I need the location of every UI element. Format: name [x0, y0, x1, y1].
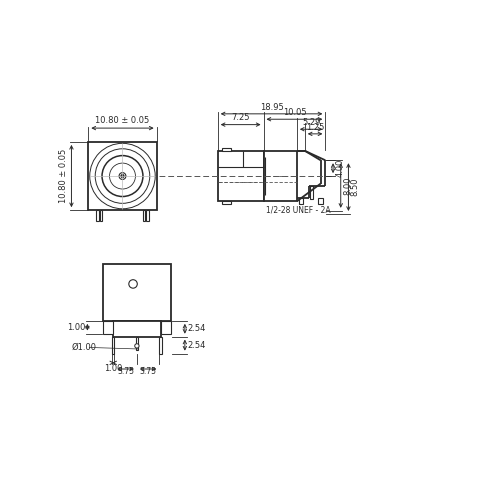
- Text: 7.25: 7.25: [232, 114, 250, 122]
- Text: 1.25: 1.25: [306, 124, 324, 132]
- Bar: [222, 202, 231, 204]
- Circle shape: [129, 280, 138, 288]
- Text: 18.95: 18.95: [260, 102, 283, 112]
- Circle shape: [134, 344, 139, 348]
- Bar: [310, 186, 312, 200]
- Bar: [142, 210, 146, 221]
- Bar: [298, 198, 303, 203]
- Text: 10.05: 10.05: [282, 108, 306, 117]
- Bar: [100, 210, 102, 221]
- Text: 8.50: 8.50: [351, 178, 360, 197]
- Text: 1/2-28 UNEF - 2A: 1/2-28 UNEF - 2A: [266, 206, 330, 215]
- Bar: [264, 151, 297, 202]
- Circle shape: [110, 163, 136, 189]
- Circle shape: [95, 149, 150, 204]
- Circle shape: [119, 172, 126, 180]
- Bar: [160, 321, 171, 334]
- Text: 4.00: 4.00: [336, 159, 344, 178]
- Bar: [113, 321, 160, 336]
- Bar: [136, 336, 138, 350]
- Circle shape: [90, 144, 155, 209]
- Bar: [103, 321, 113, 334]
- Text: 1.00: 1.00: [66, 322, 85, 332]
- Bar: [160, 336, 162, 353]
- Text: 10.80 ± 0.05: 10.80 ± 0.05: [96, 116, 150, 125]
- Bar: [222, 148, 231, 151]
- Text: 3.75: 3.75: [140, 368, 156, 376]
- Bar: [146, 210, 149, 221]
- Circle shape: [121, 174, 124, 178]
- Text: Ø1.00: Ø1.00: [72, 343, 97, 352]
- Text: 2.54: 2.54: [187, 340, 206, 349]
- Bar: [112, 336, 114, 353]
- Bar: [218, 151, 264, 202]
- Text: 5.29: 5.29: [302, 118, 320, 127]
- Bar: [88, 142, 156, 210]
- Text: 8.00: 8.00: [343, 176, 352, 195]
- Text: 2.54: 2.54: [187, 324, 206, 334]
- Text: 10.80 ± 0.05: 10.80 ± 0.05: [60, 149, 68, 203]
- Text: 3.75: 3.75: [117, 368, 134, 376]
- Text: 1.00: 1.00: [104, 364, 122, 374]
- Bar: [318, 198, 323, 203]
- Bar: [103, 264, 171, 321]
- Bar: [96, 210, 99, 221]
- Circle shape: [102, 156, 143, 196]
